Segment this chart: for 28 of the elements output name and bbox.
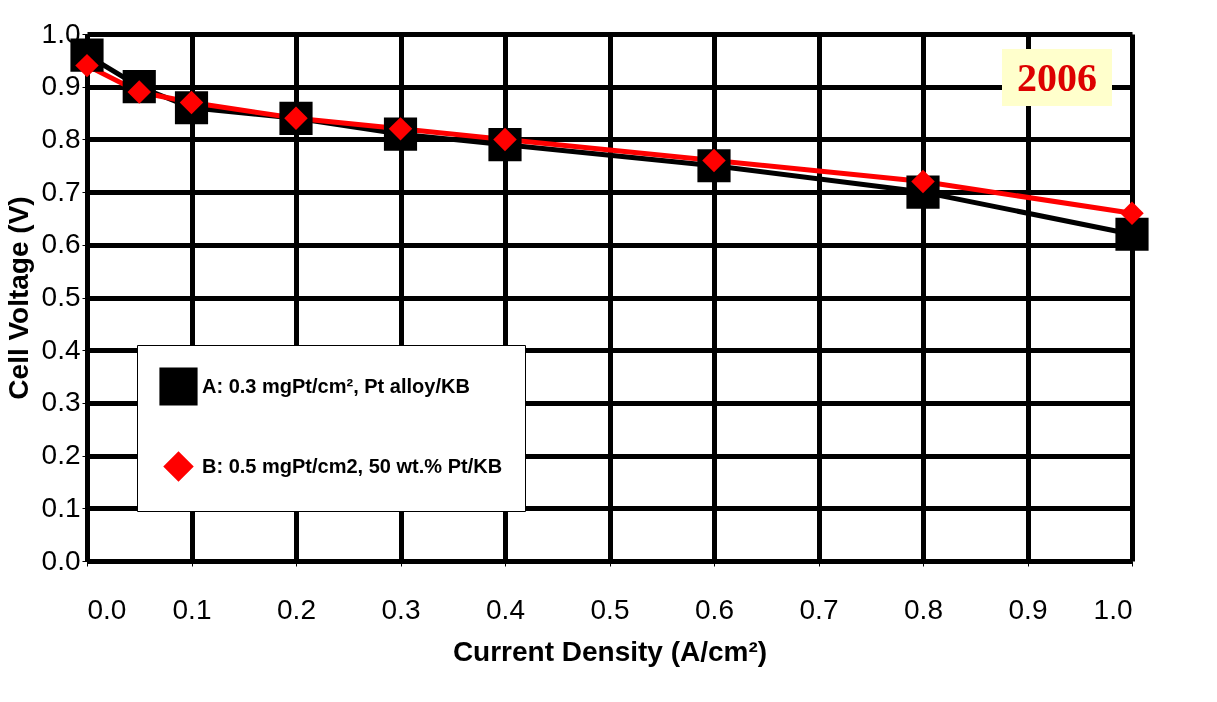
y-tick-label: 0.7 bbox=[41, 175, 81, 207]
point bbox=[1115, 217, 1149, 251]
x-tick-label: 0.0 bbox=[87, 593, 127, 625]
annotation: 2006 bbox=[1017, 55, 1097, 100]
y-tick-label: 0.8 bbox=[41, 122, 81, 154]
x-tick-label: 0.8 bbox=[904, 593, 943, 625]
y-tick-label: 0.3 bbox=[41, 386, 81, 418]
y-axis-title: Cell Voltage (V) bbox=[2, 196, 34, 400]
x-tick-label: 0.5 bbox=[590, 593, 630, 625]
y-tick-label: 0.9 bbox=[41, 70, 81, 102]
legend-label: A: 0.3 mgPt/cm², Pt alloy/KB bbox=[202, 374, 470, 397]
y-tick-label: 0.5 bbox=[41, 281, 81, 312]
x-tick-label: 0.9 bbox=[1008, 593, 1048, 625]
x-axis-title: Current Density (A/cm²) bbox=[452, 635, 768, 667]
x-tick-label: 0.6 bbox=[695, 593, 734, 625]
y-tick-label: 0.4 bbox=[41, 333, 81, 365]
x-tick-label: 1.0 bbox=[1093, 593, 1133, 625]
legend-label: B: 0.5 mgPt/cm2, 50 wt.% Pt/KB bbox=[202, 454, 503, 477]
x-tick-label: 0.4 bbox=[486, 593, 525, 625]
y-tick-label: 0.0 bbox=[41, 544, 81, 576]
x-tick-label: 0.2 bbox=[277, 593, 316, 625]
x-tick-label: 0.7 bbox=[799, 593, 839, 625]
x-tick-label: 0.3 bbox=[381, 593, 421, 625]
point bbox=[1120, 201, 1144, 225]
y-tick-label: 0.2 bbox=[41, 439, 81, 471]
y-tick-label: 0.1 bbox=[41, 491, 81, 523]
x-tick-label: 0.1 bbox=[172, 593, 212, 625]
y-tick-label: 0.6 bbox=[41, 228, 81, 260]
